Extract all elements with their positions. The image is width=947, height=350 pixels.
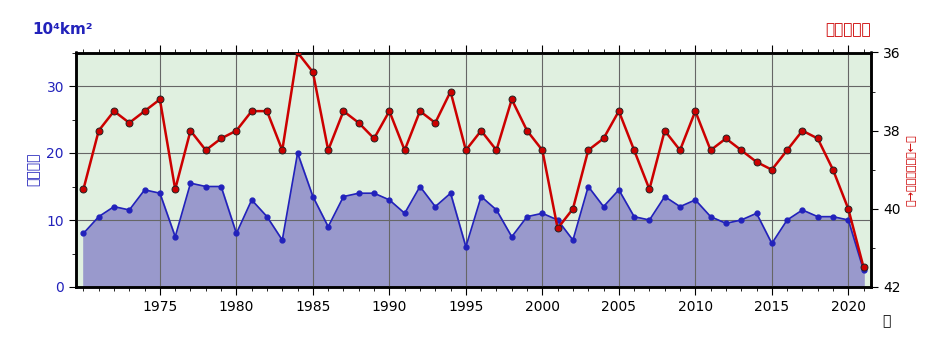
Text: 北緯（度）: 北緯（度） [826,22,871,37]
Y-axis label: 南→平均南限位置←北: 南→平均南限位置←北 [906,134,917,206]
Y-axis label: 平均面積: 平均面積 [27,153,41,187]
Text: 年: 年 [883,314,891,328]
Text: 10⁴km²: 10⁴km² [32,22,93,37]
